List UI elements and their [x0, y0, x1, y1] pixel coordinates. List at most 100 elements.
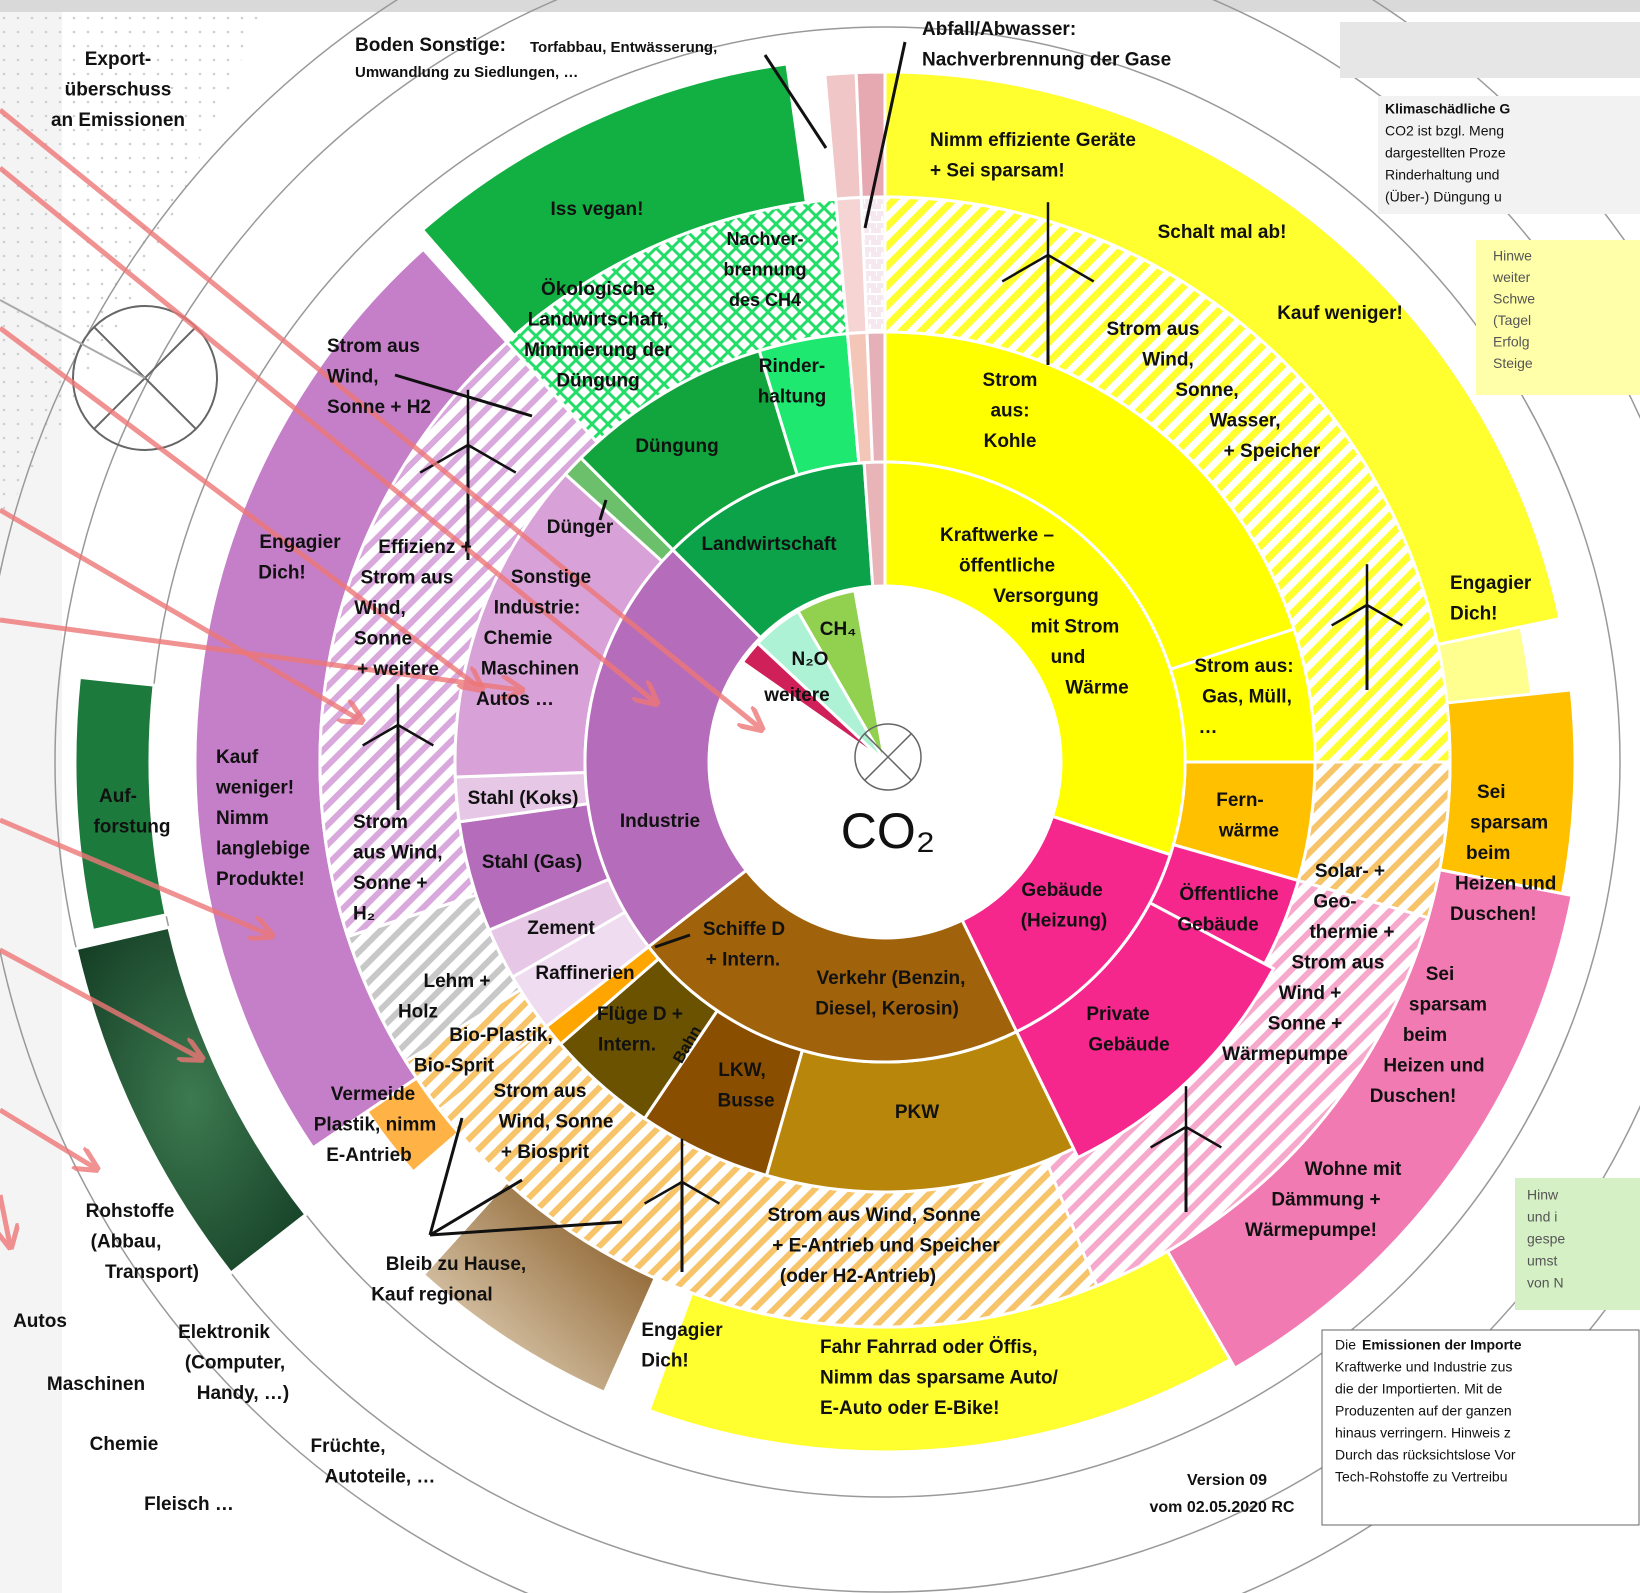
- label: Gas, Müll,: [1202, 687, 1292, 708]
- label: Landwirtschaft: [701, 534, 837, 555]
- label: Rinder-: [759, 356, 826, 377]
- label: Schwe: [1493, 291, 1535, 307]
- label: Fahr Fahrrad oder Öffis,: [820, 1337, 1037, 1358]
- label: Zement: [527, 918, 595, 939]
- label: Geo-: [1313, 892, 1356, 913]
- label: Tech-Rohstoffe zu Vertreibu: [1335, 1469, 1508, 1485]
- label: Hinwe: [1493, 248, 1532, 264]
- label: Transport): [105, 1262, 199, 1283]
- label: Erfolg: [1493, 334, 1530, 350]
- label: weiter: [1492, 269, 1531, 285]
- label: Strom aus: [327, 336, 420, 357]
- label: Intern.: [598, 1035, 656, 1056]
- label: sparsam: [1409, 995, 1487, 1016]
- label: Sonne + H2: [327, 397, 431, 418]
- label: Verkehr (Benzin,: [817, 968, 966, 989]
- label: Engagier: [259, 532, 341, 553]
- label: hinaus verringern. Hinweis z: [1335, 1425, 1511, 1441]
- label: (Tagel: [1493, 312, 1531, 328]
- label: Düngung: [635, 436, 718, 457]
- label: Strom aus:: [1194, 656, 1293, 677]
- label: Nimm das sparsame Auto/: [820, 1368, 1059, 1389]
- label: + Sei sparsam!: [930, 161, 1065, 182]
- label: öffentliche: [959, 556, 1055, 577]
- label: Industrie: [620, 811, 700, 832]
- label: aus:: [990, 401, 1029, 422]
- label: Minimierung der: [524, 340, 672, 361]
- label: Produzenten auf der ganzen: [1335, 1403, 1512, 1419]
- label: (Computer,: [185, 1353, 285, 1374]
- label: Vermeide: [331, 1084, 416, 1105]
- label: Wasser,: [1209, 411, 1280, 432]
- label: Öffentliche: [1179, 884, 1278, 905]
- label: Sonne +: [1268, 1014, 1342, 1035]
- label: brennung: [724, 259, 807, 279]
- label: thermie +: [1309, 922, 1394, 943]
- label: CO₂: [841, 803, 935, 859]
- label: Duschen!: [1370, 1086, 1457, 1107]
- label: Wind,: [1142, 350, 1194, 371]
- label: Sonne,: [1175, 380, 1238, 401]
- label: Früchte,: [311, 1436, 386, 1457]
- label: und i: [1527, 1209, 1557, 1225]
- label: Fleisch …: [144, 1494, 234, 1515]
- label: Iss vegan!: [551, 199, 644, 220]
- label: wärme: [1218, 821, 1279, 842]
- label: Maschinen: [481, 659, 579, 680]
- label: Klimaschädliche G: [1385, 101, 1510, 117]
- label: Elektronik: [178, 1322, 270, 1343]
- label: CO2 ist bzgl. Meng: [1385, 123, 1504, 139]
- label: Lehm +: [423, 971, 490, 992]
- label: Rinderhaltung und: [1385, 167, 1499, 183]
- label: Landwirtschaft,: [528, 310, 668, 331]
- label: Nachver-: [726, 229, 803, 249]
- label: Dämmung +: [1271, 1190, 1380, 1211]
- label: mit Strom: [1031, 617, 1120, 638]
- label: E-Auto oder E-Bike!: [820, 1398, 999, 1419]
- header-box: [1340, 22, 1640, 78]
- label: Boden Sonstige:: [355, 35, 506, 56]
- label: forstung: [93, 817, 170, 838]
- label: Nimm: [216, 808, 269, 829]
- label: und: [1051, 647, 1086, 668]
- label: Ökologische: [541, 279, 655, 300]
- label: Produkte!: [216, 869, 305, 890]
- label: E-Antrieb: [326, 1145, 412, 1166]
- label: Stahl (Koks): [468, 788, 579, 809]
- label: + Intern.: [706, 950, 780, 971]
- label: + weitere: [357, 659, 439, 680]
- label: Maschinen: [47, 1374, 145, 1395]
- label: Torfabbau, Entwässerung,: [530, 39, 717, 56]
- label: Umwandlung zu Siedlungen, …: [355, 64, 578, 81]
- label: Solar- +: [1315, 861, 1385, 882]
- label: Diesel, Kerosin): [815, 999, 959, 1020]
- label: Strom: [353, 812, 408, 833]
- label: + E-Antrieb und Speicher: [772, 1236, 1000, 1257]
- label: Raffinerien: [535, 963, 634, 984]
- label: Auf-: [99, 786, 137, 807]
- label: Sonstige: [511, 567, 591, 588]
- label: Schiffe D: [703, 919, 785, 940]
- label: überschuss: [65, 80, 172, 101]
- label: Wärmepumpe: [1222, 1044, 1348, 1065]
- label: + Speicher: [1224, 441, 1321, 462]
- label: Kraftwerke –: [940, 525, 1054, 546]
- label: Wärmepumpe!: [1245, 1220, 1377, 1241]
- label: Busse: [717, 1091, 774, 1112]
- label: Handy, …): [197, 1383, 290, 1404]
- label: Kohle: [984, 431, 1037, 452]
- label: CH₄: [820, 619, 857, 640]
- label: Dich!: [641, 1351, 689, 1372]
- label: (Abbau,: [91, 1232, 162, 1253]
- label: Gebäude: [1177, 915, 1258, 936]
- page: {"labels": [ {"lines": ["Boden Sonstige:…: [0, 0, 1640, 1593]
- label: Kauf: [216, 747, 259, 768]
- label: Wind,: [354, 598, 406, 619]
- label: weitere: [763, 685, 829, 706]
- label: Kauf weniger!: [1277, 303, 1403, 324]
- label: Fern-: [1216, 790, 1264, 811]
- label: Strom: [983, 370, 1038, 391]
- label: (oder H2-Antrieb): [780, 1266, 936, 1287]
- label: Rohstoffe: [86, 1201, 175, 1222]
- label: Heizen und: [1455, 874, 1556, 895]
